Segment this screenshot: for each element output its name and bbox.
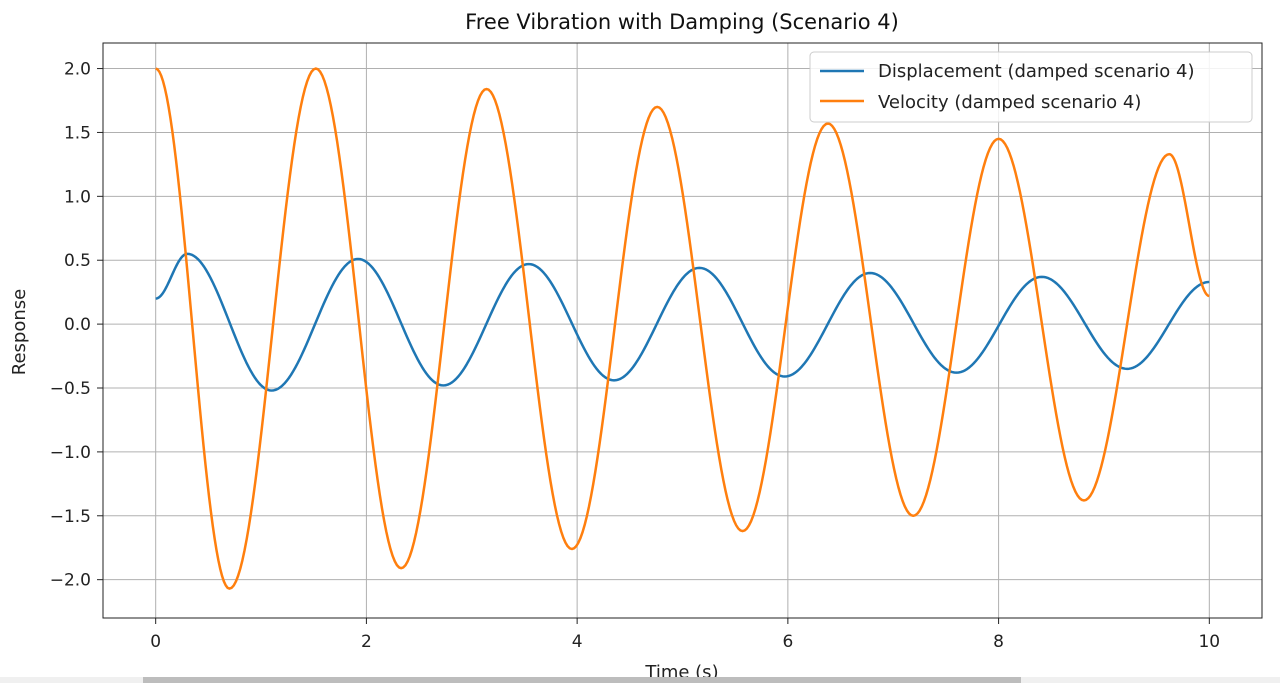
plot-area-frame (102, 42, 1263, 619)
y-axis-ticks: 2.0 1.5 1.0 0.5 0.0 −0.5 −1.0 −1.5 −2.0 (50, 60, 103, 591)
x-tick-label: 4 (572, 632, 583, 652)
y-tick-label: −1.5 (50, 507, 91, 527)
x-tick-label: 8 (993, 632, 1004, 652)
legend: Displacement (damped scenario 4) Velocit… (809, 51, 1253, 123)
y-tick-label: −2.0 (50, 571, 91, 591)
x-tick-label: 6 (782, 632, 793, 652)
x-tick-label: 0 (150, 632, 161, 652)
grid (103, 43, 1262, 618)
legend-label-velocity: Velocity (damped scenario 4) (878, 92, 1141, 113)
y-tick-label: −1.0 (50, 443, 91, 463)
y-tick-label: 0.0 (64, 315, 91, 335)
legend-box (809, 51, 1253, 123)
x-axis-ticks: 0 2 4 6 8 10 (150, 618, 1220, 652)
y-tick-label: 2.0 (64, 60, 91, 80)
legend-label-displacement: Displacement (damped scenario 4) (878, 61, 1195, 82)
y-axis-label: Response (9, 289, 30, 375)
x-tick-label: 2 (361, 632, 372, 652)
y-tick-label: 1.5 (64, 123, 91, 143)
x-tick-label: 10 (1198, 632, 1220, 652)
chart-title: Free Vibration with Damping (Scenario 4) (465, 10, 899, 34)
horizontal-scrollbar-thumb[interactable] (143, 677, 1021, 683)
y-tick-label: −0.5 (50, 379, 91, 399)
y-tick-label: 1.0 (64, 187, 91, 207)
series-group (155, 67, 1210, 590)
y-tick-label: 0.5 (64, 251, 91, 271)
series-line-velocity (155, 67, 1210, 590)
series-line-displacement (155, 252, 1210, 392)
